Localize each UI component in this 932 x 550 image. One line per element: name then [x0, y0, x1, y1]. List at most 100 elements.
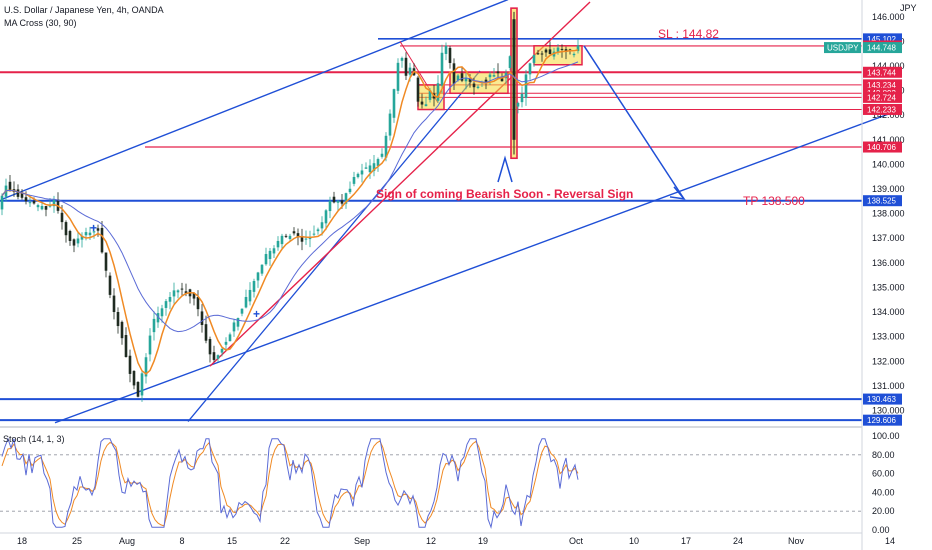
candle-body [252, 281, 256, 292]
candle-body [296, 233, 300, 237]
candle-body [372, 163, 376, 171]
candle-body [508, 56, 512, 68]
time-tick-label: Nov [788, 536, 805, 546]
candle-body [116, 311, 120, 327]
candle-body [16, 189, 20, 197]
candle-body [168, 297, 172, 302]
candle-body [208, 339, 212, 355]
price-tick-label: 130.000 [872, 405, 905, 415]
time-axis: 18 25 Aug 8 15 22 Sep 12 19 Oct 10 17 24 Nov 14 [0, 532, 895, 546]
time-tick-label: 25 [72, 536, 82, 546]
candle-body [52, 199, 56, 207]
candle-body [548, 49, 552, 54]
candle-body [400, 57, 404, 61]
time-tick-label: Sep [354, 536, 370, 546]
red-trend-line [209, 1, 591, 367]
symbol-tag [824, 42, 861, 54]
price-tick-label: 140.000 [872, 159, 905, 169]
price-tick-label: 138.000 [872, 209, 905, 219]
stoch-tick-label: 100.00 [872, 431, 900, 441]
candle-body [180, 288, 184, 290]
price-tick-label: 144.000 [872, 61, 905, 71]
candle-body [472, 83, 476, 88]
candle-body [376, 159, 380, 166]
price-tick-label: 132.000 [872, 356, 905, 366]
reversal-sign-label: Sign of coming Bearish Soon - Reversal S… [376, 187, 633, 201]
candle-body [256, 272, 260, 281]
candle-body [108, 275, 112, 295]
candle-body [236, 318, 240, 327]
candle-body [124, 335, 128, 358]
candle-body [396, 62, 400, 91]
candle-body [128, 355, 132, 374]
candle-body [388, 113, 392, 136]
candle-body [32, 201, 36, 204]
reversal-pointer-arrow [497, 155, 513, 183]
candle-body [20, 192, 24, 198]
upper-channel-line [2, 0, 509, 200]
candle-body [280, 235, 284, 245]
projection-arrow-head [669, 186, 686, 200]
price-tag [863, 79, 902, 91]
stoch-k-line [1, 437, 579, 530]
candle-body [164, 301, 168, 308]
candle-body [460, 73, 464, 81]
price-tick-label: 135.000 [872, 282, 905, 292]
candle-body [184, 291, 188, 294]
price-tick-label: 134.000 [872, 307, 905, 317]
stochastic-pane: 0.00 20.00 40.00 60.00 80.00 100.00 [0, 431, 900, 535]
time-tick-label: 19 [478, 536, 488, 546]
candle-body [528, 63, 532, 75]
candle-body [320, 222, 324, 229]
candle-body [0, 195, 4, 210]
candle-body [8, 181, 12, 190]
time-tick-label: 10 [629, 536, 639, 546]
candle-body [152, 318, 156, 333]
price-tag-value: 143.234 [867, 81, 896, 90]
price-tag-value: 129.606 [867, 416, 896, 425]
candle-body [88, 232, 92, 236]
candle-body [92, 231, 96, 233]
candles [0, 11, 580, 402]
lower-channel-line [54, 112, 893, 424]
time-tick-label: Oct [569, 536, 584, 546]
symbol-tag-name: USDJPY [827, 44, 859, 53]
candle-body [336, 200, 340, 203]
candle-body [408, 67, 412, 75]
candle-body [268, 250, 272, 260]
candle-body [36, 205, 40, 208]
candle-body [572, 53, 576, 56]
candle-body [196, 297, 200, 310]
take-profit-label: TP 138.500 [743, 194, 805, 208]
candle-body [540, 53, 544, 55]
candle-body [288, 235, 292, 239]
projection-arrow-line [583, 45, 685, 200]
stoch-tick-label: 0.00 [872, 525, 890, 535]
candle-body [120, 321, 124, 339]
chart-title: U.S. Dollar / Japanese Yen, 4h, OANDA [4, 5, 164, 15]
price-tick-label: 142.000 [872, 110, 905, 120]
stoch-tick-label: 20.00 [872, 506, 895, 516]
levels [0, 38, 862, 422]
price-tag-value: 130.463 [867, 395, 896, 404]
candle-body [308, 238, 312, 240]
candle-body [272, 248, 276, 254]
ma-slow-line [1, 61, 579, 333]
candle-body [140, 373, 144, 396]
time-tick-label: Aug [119, 536, 135, 546]
candle-body [204, 324, 208, 341]
candle-body [300, 235, 304, 242]
candle-body [80, 235, 84, 240]
price-tag-value: 142.724 [867, 93, 896, 102]
box-mid-sep [449, 71, 509, 95]
candle-body [380, 153, 384, 157]
candle-body [340, 200, 344, 204]
candle-body [324, 210, 328, 224]
candle-body [228, 334, 232, 342]
indicator-label: MA Cross (30, 90) [4, 18, 77, 28]
steep-trend-line [187, 70, 481, 422]
price-tag-value: 140.706 [867, 143, 896, 152]
price-tag-value: 138.525 [867, 197, 896, 206]
candle-body [64, 222, 68, 236]
